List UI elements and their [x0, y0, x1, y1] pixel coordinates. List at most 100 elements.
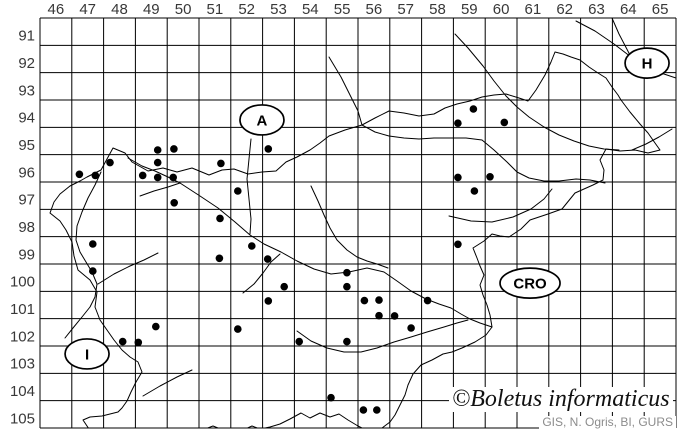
- col-label-52: 52: [238, 1, 255, 18]
- country-ellipse-a: [239, 104, 285, 136]
- river-mura: [505, 95, 620, 151]
- occurrence-dot: [486, 173, 494, 181]
- occurrence-dot: [454, 119, 462, 127]
- occurrence-dot: [423, 296, 432, 305]
- col-label-50: 50: [175, 1, 192, 18]
- col-label-54: 54: [302, 1, 319, 18]
- watermark-text: ©Boletus informaticus: [449, 386, 673, 413]
- col-label-65: 65: [652, 1, 669, 18]
- occurrence-dot: [170, 199, 178, 207]
- occurrence-dot: [215, 254, 224, 263]
- occurrence-dot: [360, 296, 369, 305]
- river-krka: [296, 319, 469, 353]
- occurrence-dot: [264, 297, 273, 305]
- row-label-100: 100: [10, 274, 35, 291]
- column-labels: 46 47 48 49 50 51 52 53 54 55 56 57 58 59 60 61 62 63 64 65: [48, 1, 669, 18]
- occurrence-dot: [375, 296, 383, 304]
- occurrence-dot: [118, 337, 127, 346]
- occurrence-dot: [217, 159, 225, 168]
- occurrence-dot: [248, 242, 256, 250]
- country-label-h: H: [642, 56, 653, 73]
- col-label-56: 56: [366, 1, 383, 18]
- row-label-96: 96: [18, 164, 35, 181]
- row-label-91: 91: [18, 28, 35, 45]
- col-label-57: 57: [397, 1, 414, 18]
- occurrence-dot: [343, 282, 351, 291]
- occurrence-dot: [343, 337, 351, 346]
- col-label-62: 62: [556, 1, 573, 18]
- country-ellipse-cro: [499, 267, 561, 299]
- river-raba-tributary: [611, 18, 632, 58]
- river-kokra: [246, 138, 252, 235]
- occurrence-dot: [373, 406, 381, 414]
- col-label-55: 55: [334, 1, 351, 18]
- occurrence-dot: [91, 171, 100, 180]
- row-labels: 91 92 93 94 95 96 97 98 99 100 101 102 103 104 105: [10, 28, 35, 428]
- col-label-53: 53: [270, 1, 287, 18]
- row-label-105: 105: [10, 410, 35, 427]
- river-idrijca: [97, 252, 159, 285]
- river-drava: [361, 124, 606, 184]
- occurrence-dot: [134, 338, 143, 347]
- occurrence-dot: [264, 145, 273, 153]
- occurrence-dot: [216, 214, 224, 223]
- occurrence-dot: [295, 337, 304, 346]
- occurrence-dot: [469, 105, 478, 113]
- row-label-93: 93: [18, 82, 35, 99]
- occurrence-dot: [390, 312, 399, 320]
- col-label-46: 46: [48, 1, 65, 18]
- river-sava-bohinjka: [139, 182, 181, 197]
- occurrence-dot: [152, 322, 160, 331]
- row-label-101: 101: [10, 301, 35, 318]
- occurrence-dot: [280, 282, 289, 291]
- occurrence-dot: [454, 240, 462, 249]
- attribution-text: GIS, N. Ogris, BI, GURS: [539, 416, 676, 429]
- river-soca: [64, 171, 102, 339]
- country-ellipse-h: [624, 47, 670, 79]
- occurrence-dot: [138, 171, 147, 180]
- occurrence-dot: [169, 173, 177, 182]
- col-label-58: 58: [429, 1, 446, 18]
- country-label-cro: CRO: [513, 276, 547, 293]
- col-label-60: 60: [493, 1, 510, 18]
- occurrence-dot: [89, 267, 97, 275]
- grid-lines: [39, 17, 677, 429]
- occurrence-dot: [359, 406, 368, 414]
- river-ljubljanica: [242, 253, 281, 294]
- row-label-98: 98: [18, 219, 35, 236]
- col-label-49: 49: [143, 1, 160, 18]
- col-label-61: 61: [525, 1, 542, 18]
- row-label-97: 97: [18, 192, 35, 209]
- occurrence-dot: [75, 170, 84, 179]
- river-drava-upper: [328, 56, 363, 126]
- row-label-92: 92: [18, 55, 35, 72]
- occurrence-dot: [106, 158, 114, 167]
- country-ellipse-i: [64, 338, 110, 370]
- row-label-103: 103: [10, 356, 35, 373]
- river-dravinja: [448, 188, 553, 223]
- row-label-94: 94: [18, 110, 35, 127]
- occurrence-dot: [170, 145, 178, 153]
- occurrence-dot: [153, 173, 162, 182]
- slovenia-border: [49, 51, 661, 428]
- occurrence-dots: [75, 105, 509, 414]
- country-label-i: I: [85, 346, 89, 363]
- col-label-64: 64: [620, 1, 637, 18]
- river-mura-outflow: [631, 128, 673, 151]
- occurrence-dot: [407, 324, 415, 332]
- occurrence-dot: [454, 173, 462, 182]
- occurrence-dot: [470, 187, 479, 195]
- col-label-47: 47: [79, 1, 96, 18]
- row-label-102: 102: [10, 328, 35, 345]
- col-label-51: 51: [207, 1, 224, 18]
- occurrence-dot: [263, 255, 272, 263]
- row-label-95: 95: [18, 137, 35, 154]
- row-label-99: 99: [18, 246, 35, 263]
- col-label-63: 63: [588, 1, 605, 18]
- col-label-59: 59: [461, 1, 478, 18]
- occurrence-dot: [89, 240, 97, 248]
- occurrence-dot: [234, 187, 242, 195]
- row-label-104: 104: [10, 383, 35, 400]
